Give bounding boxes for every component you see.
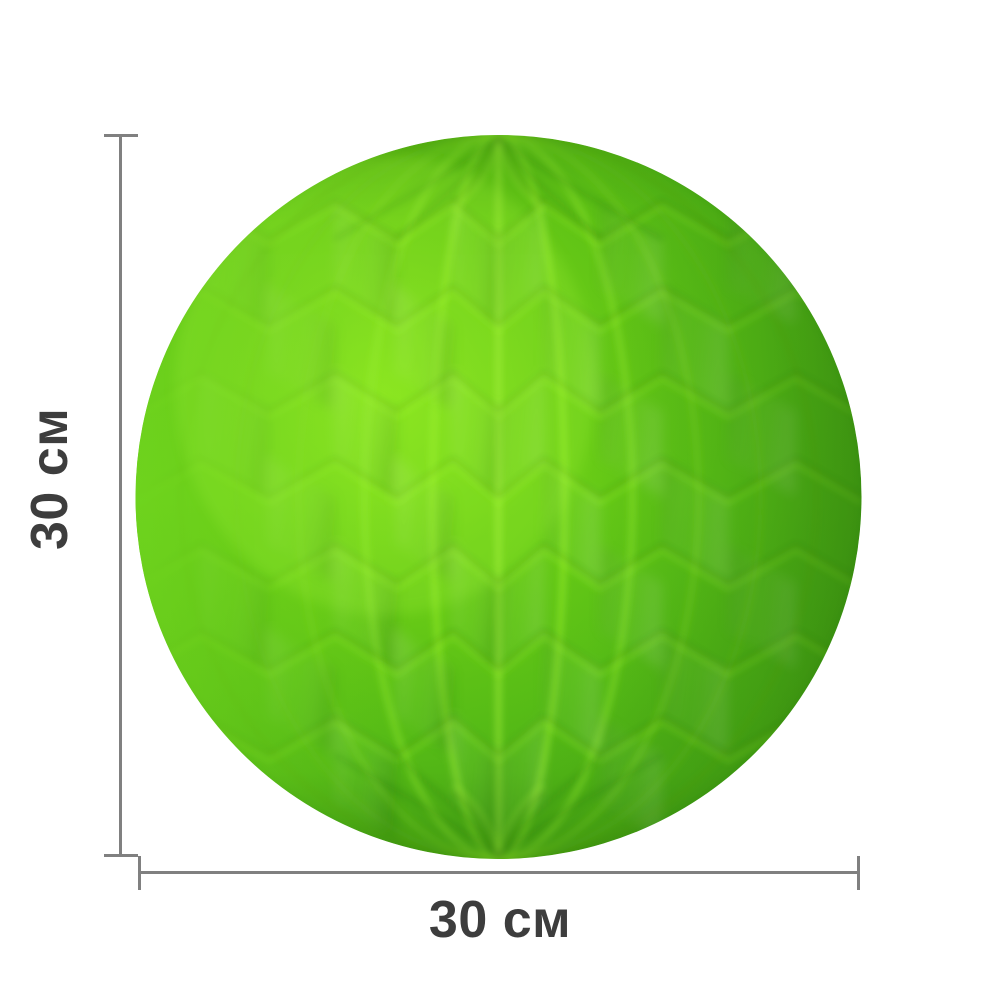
width-dimension-cap-right	[857, 856, 860, 890]
honeycomb-ball	[135, 135, 862, 859]
height-dimension-cap-top	[104, 134, 138, 137]
ball-body	[135, 135, 862, 859]
height-dimension-line	[119, 135, 122, 856]
width-dimension-line	[139, 871, 860, 874]
width-dimension-label: 30 см	[428, 891, 572, 949]
height-dimension-cap-bottom	[104, 854, 138, 857]
specular-highlight	[175, 155, 595, 615]
honeycomb-ball-graphic	[135, 135, 862, 859]
width-dimension-cap-left	[138, 856, 141, 890]
height-dimension-label: 30 см	[21, 407, 79, 550]
